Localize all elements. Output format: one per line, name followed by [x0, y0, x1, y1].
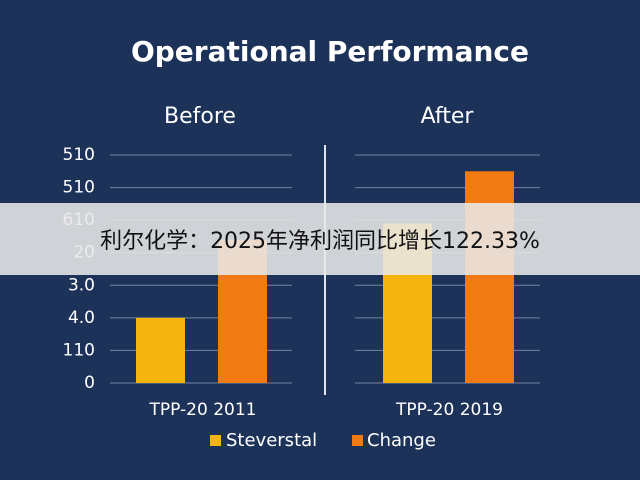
banner-text: 利尔化学：2025年净利润同比增长122.33%	[100, 229, 540, 254]
legend-swatch	[210, 435, 221, 446]
chart-title: Operational Performance	[131, 35, 529, 68]
legend-swatch	[352, 435, 363, 446]
x-tick-label: TPP-20 2011	[149, 400, 257, 420]
banner	[0, 203, 640, 275]
y-tick-label: 110	[63, 340, 95, 360]
panel-title: Before	[164, 104, 236, 129]
y-tick-label: 510	[63, 178, 95, 198]
panel-title: After	[421, 104, 475, 129]
legend-label: Change	[367, 430, 436, 451]
y-tick-label: 0	[84, 373, 95, 393]
y-tick-label: 4.0	[68, 308, 95, 328]
x-tick-label: TPP-20 2019	[395, 400, 503, 420]
legend-label: Steverstal	[226, 430, 317, 451]
legend: Steverstal Change	[210, 430, 436, 451]
bar	[136, 317, 185, 383]
y-tick-label: 510	[63, 145, 95, 165]
y-tick-label: 3.0	[68, 275, 95, 295]
